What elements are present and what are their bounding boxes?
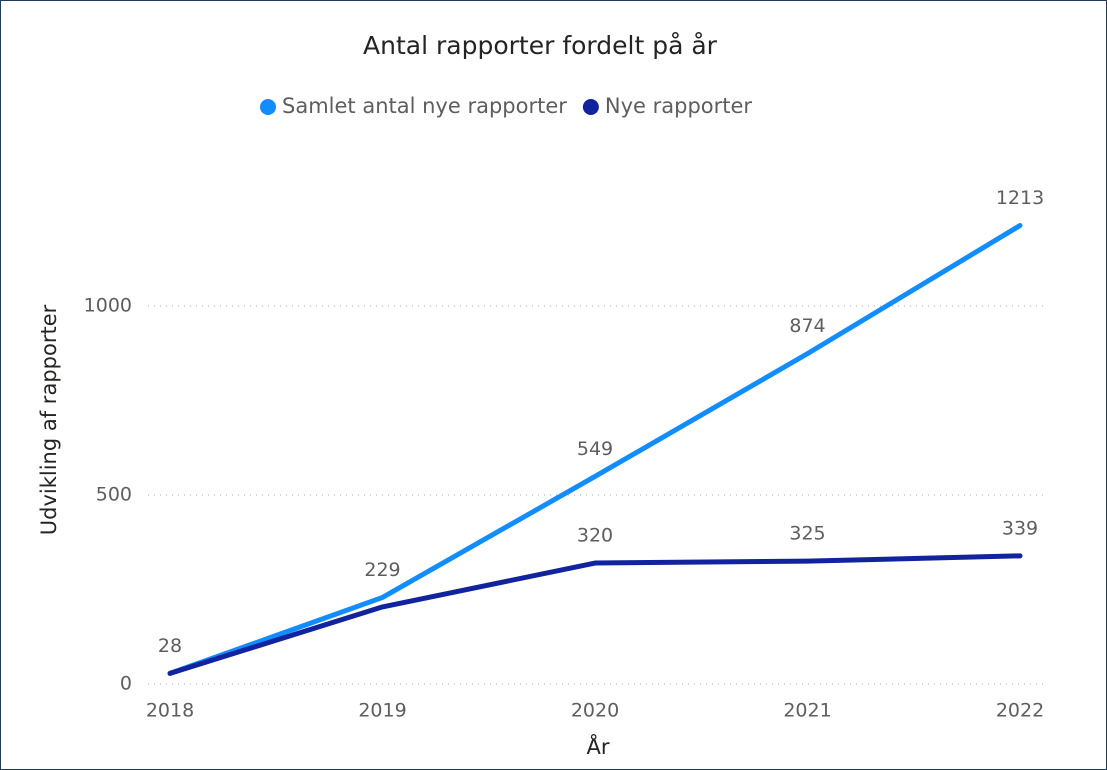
data-label: 325: [789, 523, 825, 545]
y-tick-label: 1000: [84, 295, 132, 317]
data-label: 874: [789, 315, 825, 337]
data-label: 28: [158, 635, 182, 657]
x-tick-label: 2020: [571, 700, 619, 722]
data-label: 549: [577, 438, 613, 460]
data-label: 339: [1002, 517, 1038, 539]
legend-marker: [582, 99, 599, 115]
series-line: [167, 222, 1023, 676]
y-axis-label: Udvikling af rapporter: [37, 304, 61, 535]
x-axis-label: År: [587, 733, 610, 759]
legend: Samlet antal nye rapporter Nye rapporter: [260, 94, 752, 118]
legend-label: Nye rapporter: [605, 94, 753, 118]
x-tick-label: 2018: [146, 700, 194, 722]
data-label: 229: [364, 559, 400, 581]
legend-marker: [260, 99, 276, 115]
data-label: 1213: [996, 187, 1044, 209]
x-tick-label: 2019: [358, 700, 406, 722]
x-tick-label: 2021: [783, 700, 831, 722]
x-tick-label: 2022: [996, 700, 1044, 722]
y-tick-label: 500: [96, 484, 132, 506]
chart-title: Antal rapporter fordelt på år: [363, 31, 718, 60]
y-tick-label: 0: [120, 673, 132, 695]
legend-label: Samlet antal nye rapporter: [282, 94, 567, 118]
data-label: 320: [577, 525, 613, 547]
series-line: [167, 553, 1023, 676]
